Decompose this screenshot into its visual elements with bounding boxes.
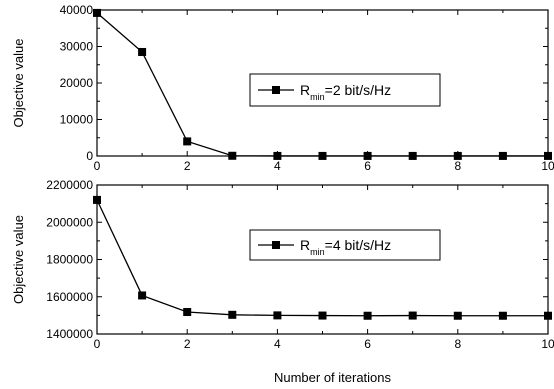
y-tick-label: 1400000 bbox=[46, 327, 93, 341]
x-tick-label: 2 bbox=[184, 159, 191, 173]
x-tick-label: 8 bbox=[454, 337, 461, 351]
data-point-marker bbox=[318, 151, 327, 160]
data-point-marker bbox=[183, 308, 192, 317]
data-point-marker bbox=[93, 195, 101, 204]
legend-label-main: R bbox=[300, 82, 310, 98]
x-tick-label: 4 bbox=[274, 337, 281, 351]
x-tick-label: 8 bbox=[454, 159, 461, 173]
legend: Rmin=2 bit/s/Hz bbox=[249, 73, 441, 107]
y-tick-label: 2000000 bbox=[46, 215, 93, 229]
data-point-marker bbox=[138, 47, 147, 56]
y-axis-title: Objective value bbox=[11, 215, 26, 304]
legend-marker bbox=[272, 86, 280, 94]
y-tick-label: 40000 bbox=[60, 3, 94, 17]
x-tick-label: 10 bbox=[541, 159, 554, 173]
x-tick-label: 2 bbox=[184, 337, 191, 351]
legend-label-sub: min bbox=[310, 247, 325, 257]
data-point-marker bbox=[273, 151, 282, 160]
x-tick-label: 4 bbox=[274, 159, 281, 173]
data-point-marker bbox=[363, 151, 372, 160]
data-point-marker bbox=[498, 151, 507, 160]
data-point-marker bbox=[453, 151, 462, 160]
data-point-marker bbox=[138, 291, 147, 300]
data-point-marker bbox=[228, 151, 237, 160]
x-tick-label: 6 bbox=[364, 159, 371, 173]
data-point-marker bbox=[228, 310, 237, 319]
y-tick-label: 0 bbox=[86, 149, 93, 163]
legend-label-main: R bbox=[300, 237, 310, 253]
legend-marker bbox=[272, 241, 280, 249]
data-point-marker bbox=[408, 151, 417, 160]
data-point-marker bbox=[408, 311, 417, 320]
data-point-marker bbox=[498, 311, 507, 320]
legend-label-rest: =2 bit/s/Hz bbox=[325, 82, 392, 98]
legend-label-rest: =4 bit/s/Hz bbox=[325, 237, 392, 253]
data-point-marker bbox=[363, 311, 372, 320]
data-point-marker bbox=[93, 8, 101, 17]
x-tick-label: 0 bbox=[94, 159, 101, 173]
x-tick-label: 6 bbox=[364, 337, 371, 351]
x-tick-label: 10 bbox=[541, 337, 554, 351]
legend-label: Rmin=4 bit/s/Hz bbox=[300, 237, 391, 257]
y-tick-label: 10000 bbox=[60, 113, 94, 127]
y-tick-label: 20000 bbox=[60, 76, 94, 90]
legend-label-sub: min bbox=[310, 92, 325, 102]
data-point-marker bbox=[318, 311, 327, 320]
x-axis-title: Number of iterations bbox=[274, 370, 392, 385]
data-point-marker bbox=[453, 311, 462, 320]
y-axis-title: Objective value bbox=[11, 39, 26, 128]
legend-label: Rmin=2 bit/s/Hz bbox=[300, 82, 391, 102]
y-tick-label: 1600000 bbox=[46, 290, 93, 304]
data-point-marker bbox=[544, 311, 552, 320]
y-tick-label: 2200000 bbox=[46, 178, 93, 192]
chart-panel-1: 0 2 4 6 8 10 0 10000 20000 30000 40000 Objective va… bbox=[11, 3, 554, 173]
legend: Rmin=4 bit/s/Hz bbox=[249, 229, 441, 261]
chart-panel-2: 0 2 4 6 8 10 1400000 1600000 1800000 2000000 22000… bbox=[11, 178, 554, 385]
data-point-marker bbox=[183, 137, 192, 146]
x-tick-label: 0 bbox=[94, 337, 101, 351]
data-point-marker bbox=[544, 151, 552, 160]
y-tick-label: 1800000 bbox=[46, 253, 93, 267]
y-tick-label: 30000 bbox=[60, 40, 94, 54]
data-point-marker bbox=[273, 311, 282, 320]
